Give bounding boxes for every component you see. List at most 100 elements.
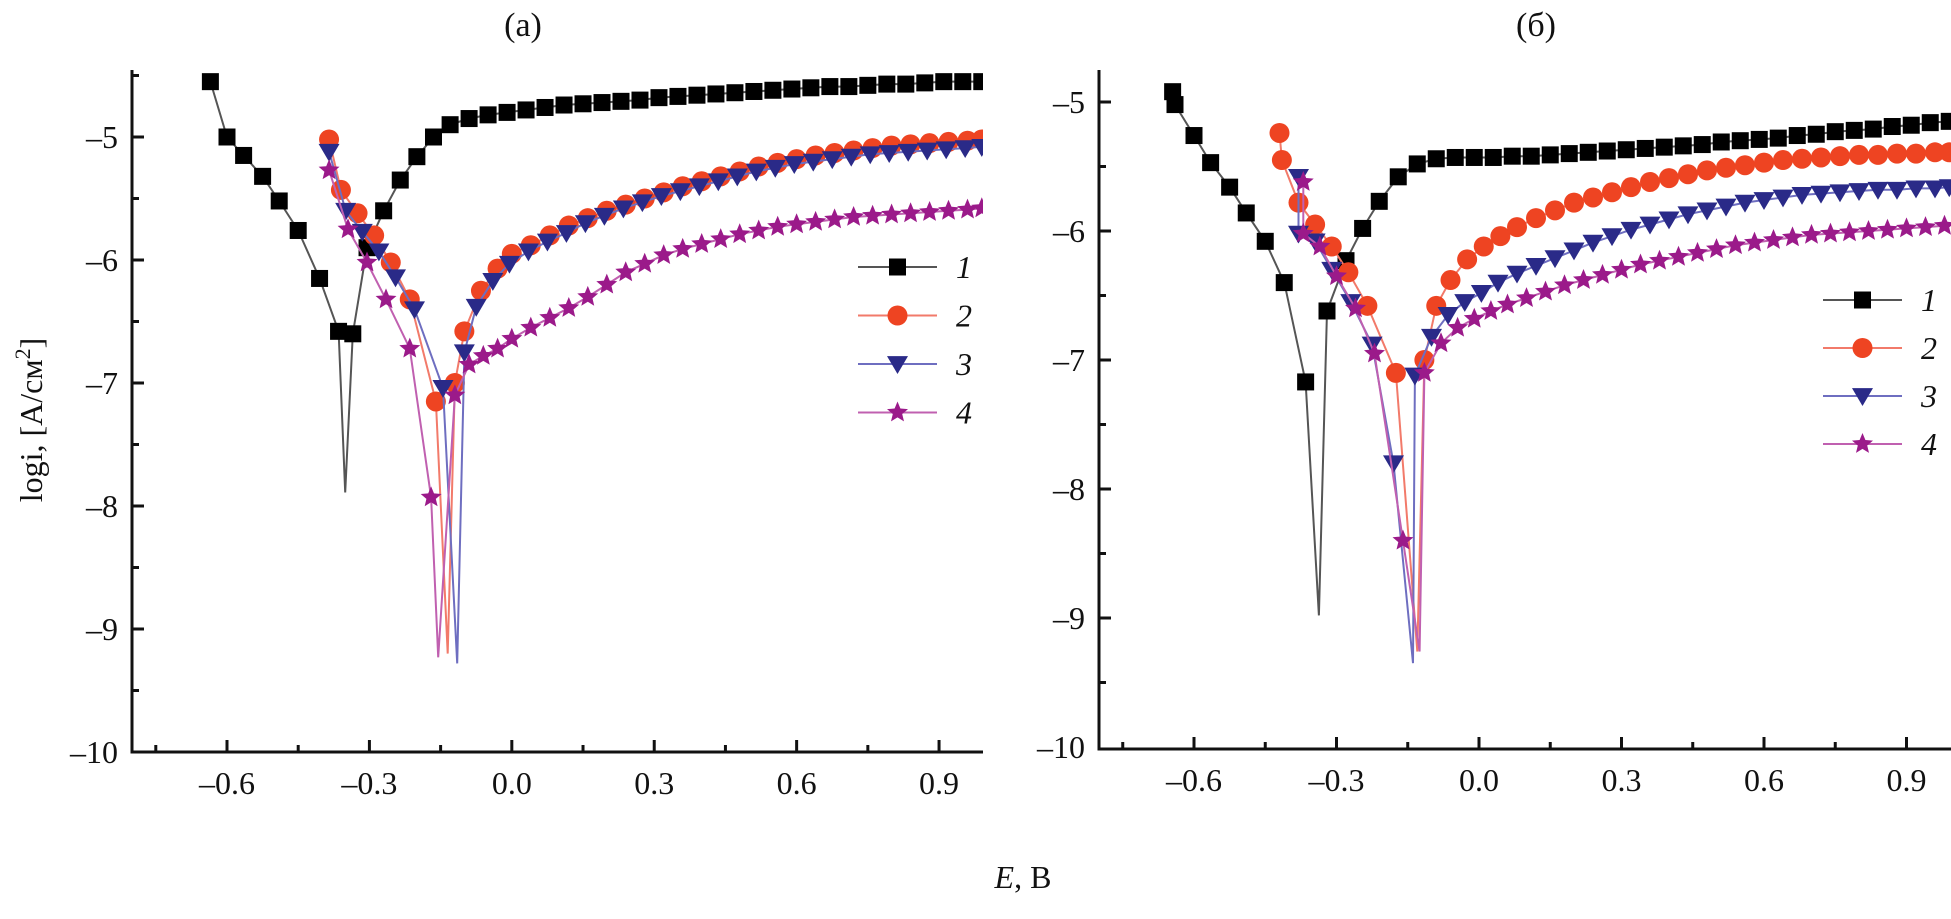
y-tick-label: –7 (85, 365, 118, 401)
series-2-point (425, 391, 446, 412)
series-3-point (1753, 192, 1775, 211)
series-1-point (536, 98, 554, 116)
series-3-point (1677, 206, 1699, 225)
series-3-point (1715, 198, 1737, 217)
series-1-point (460, 110, 478, 128)
series-3-point (517, 243, 539, 262)
legend-label: 2 (956, 298, 972, 334)
series-2-point (1925, 142, 1945, 163)
series-1-point (555, 96, 573, 114)
series-1-point (254, 167, 272, 185)
y-tick-label: –10 (69, 734, 118, 770)
series-2-line (328, 138, 982, 654)
series-2-point (1716, 157, 1736, 178)
series-2-point (470, 280, 491, 301)
series-2-point (1321, 236, 1342, 257)
legend-item-3: 3 (858, 346, 972, 382)
series-2-point (1792, 148, 1812, 169)
series-2-point (1697, 160, 1717, 181)
series-3-point (897, 143, 919, 162)
series-1-point (408, 148, 426, 166)
series-4-point (1839, 221, 1860, 242)
series-1-point (330, 322, 348, 340)
x-tick-label: 0.9 (1887, 762, 1927, 798)
series-3-point (1791, 187, 1813, 205)
x-tick-label: 0.0 (1459, 762, 1499, 798)
series-1-point (783, 80, 801, 98)
series-1-point (1807, 125, 1825, 143)
panel-title: (б) (1516, 7, 1556, 44)
series-4-line (328, 169, 982, 658)
series-1-point (1712, 133, 1730, 151)
series-1-point (821, 78, 839, 96)
series-3-point (404, 301, 426, 320)
series-4-point (1430, 332, 1452, 353)
series-1-point (1408, 155, 1426, 173)
series-1-point (1164, 83, 1182, 101)
series-4-point (1413, 361, 1435, 382)
series-1-point (1579, 143, 1597, 161)
series-3-point (555, 225, 577, 243)
series-4-point (710, 228, 732, 248)
series-3-point (1905, 180, 1927, 199)
x-tick-label: 0.6 (1744, 762, 1784, 798)
legend-marker-1 (889, 258, 906, 276)
series-2-point (1526, 208, 1546, 229)
series-4-point (634, 252, 656, 273)
series-2-point (1271, 150, 1292, 171)
series-1-point (235, 146, 253, 164)
series-1-point (311, 269, 329, 287)
series-4-point (824, 208, 846, 229)
series-4-point (1744, 231, 1765, 252)
series-1-point (1883, 118, 1901, 136)
legend-label: 4 (1921, 426, 1937, 462)
series-4-point (1820, 222, 1841, 243)
legend-label: 2 (1921, 330, 1937, 366)
series-2-point (1811, 147, 1831, 168)
series-3-point (1437, 306, 1459, 325)
series-4-point (318, 159, 340, 180)
series-1-point (1185, 127, 1203, 145)
series-4-point (767, 215, 789, 236)
series-2-point (1583, 187, 1603, 208)
series-1-point (859, 76, 877, 94)
series-1-point (270, 192, 288, 210)
series-2-point (1507, 217, 1527, 238)
series-4-point (1877, 218, 1898, 239)
series-4-point (1611, 258, 1632, 279)
series-4-point (1497, 293, 1518, 314)
series-4-point (1896, 217, 1917, 238)
legend-marker-4 (887, 401, 908, 422)
series-3-point (1487, 274, 1509, 293)
series-4-point (862, 204, 884, 225)
series-3-point (351, 223, 373, 242)
series-4-point (971, 197, 983, 218)
series-4-point (356, 251, 378, 272)
series-3-point (802, 153, 824, 172)
series-1-point (916, 74, 934, 92)
x-tick-label: 0.3 (634, 765, 674, 801)
series-1-point (1655, 138, 1673, 156)
series-3-point (1938, 179, 1951, 198)
series-2-point (1602, 182, 1622, 203)
series-4-point (1915, 216, 1936, 236)
series-4-point (472, 344, 494, 365)
series-3-point (764, 159, 786, 178)
series-3-point (878, 145, 900, 163)
panel-b: (б) –10 –9 –8 –7 –6 –5 –0.6 –0.3 0.0 0.3 0.6 0.9 1 2 3 4 (1036, 7, 1951, 798)
series-4-point (375, 288, 397, 309)
series-3-point (650, 188, 672, 207)
series-2-point (1385, 362, 1406, 383)
series-1-point (935, 73, 953, 91)
legend-marker-2 (887, 305, 908, 326)
series-1-point (391, 171, 409, 189)
legend-item-1: 1 (858, 249, 972, 285)
series-4-point (596, 273, 618, 294)
series-1-point (1731, 132, 1749, 150)
series-2-point (1269, 122, 1290, 143)
series-4-point (672, 237, 694, 258)
y-tick-label: –9 (85, 611, 118, 647)
series-1-point (1370, 192, 1388, 210)
series-4-point (1326, 265, 1347, 285)
